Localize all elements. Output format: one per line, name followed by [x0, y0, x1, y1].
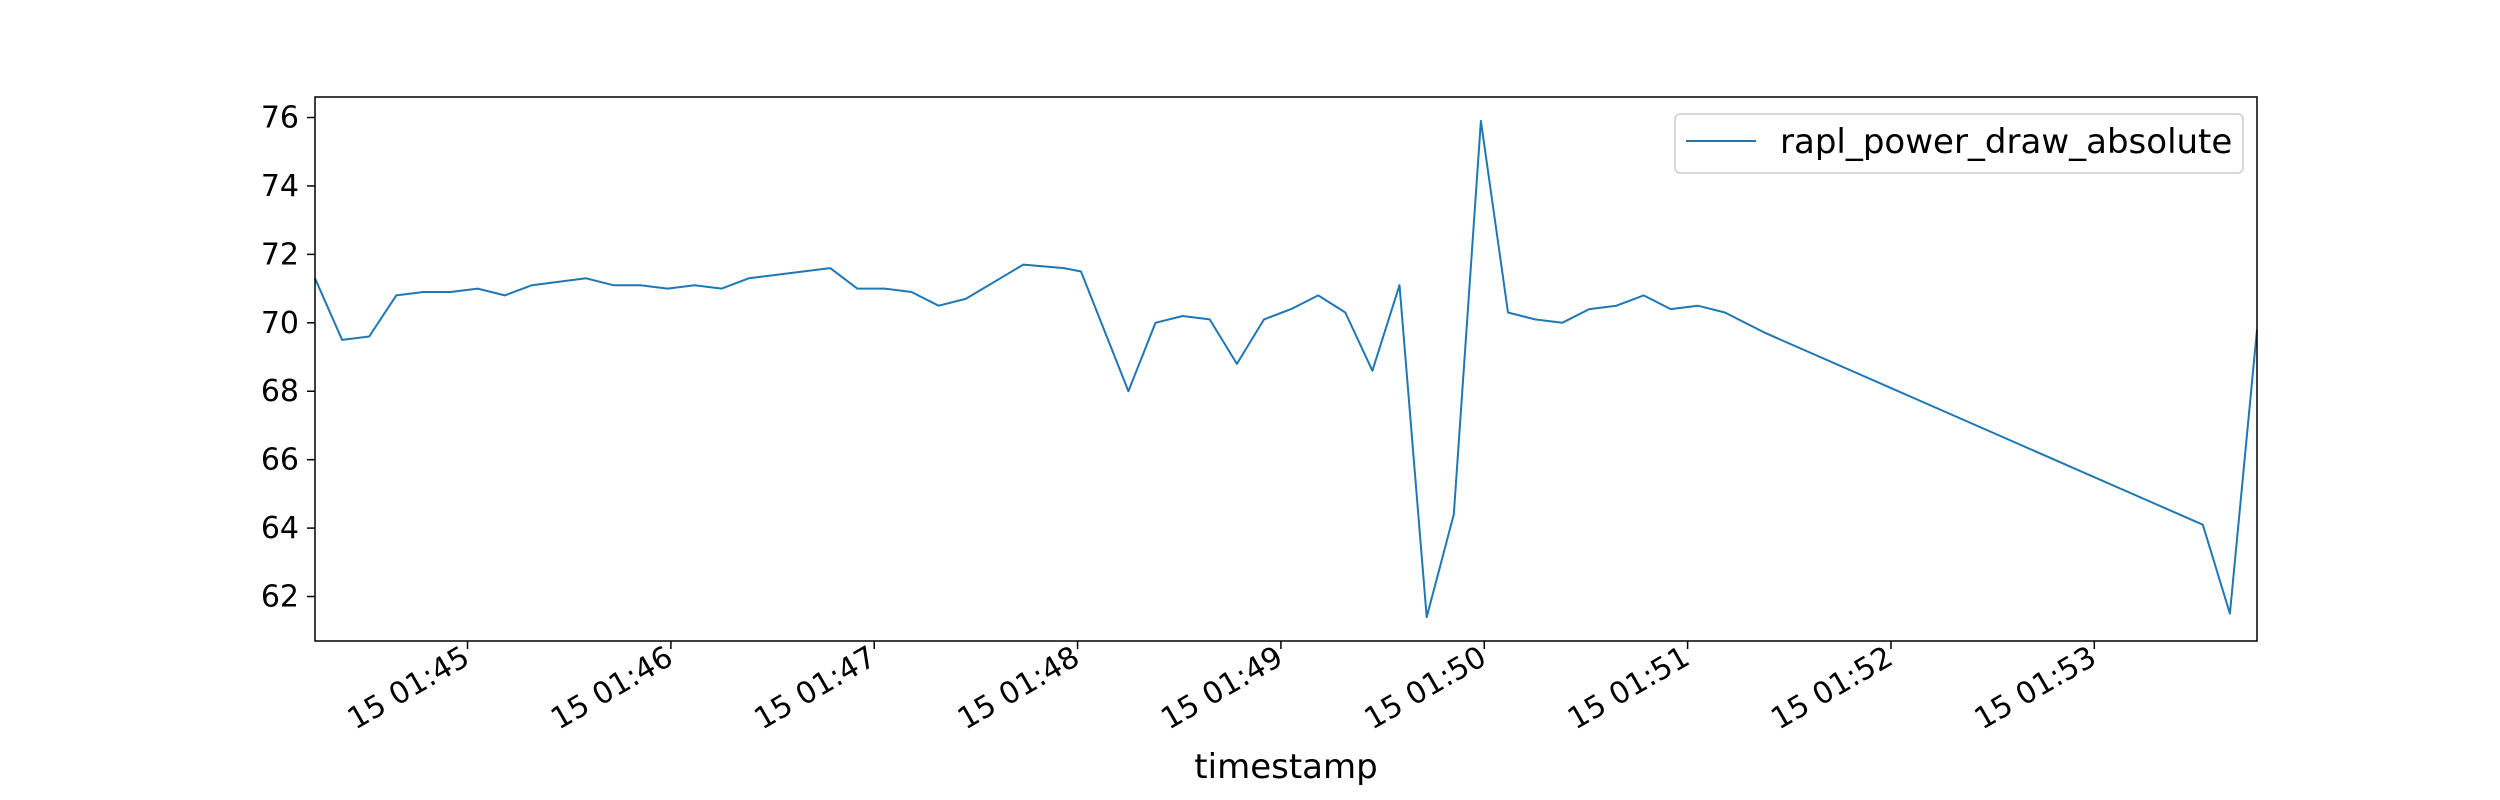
legend-box [1674, 113, 2244, 174]
x-tick-label: 15 01:45 [342, 640, 476, 737]
x-tick-label: 15 01:50 [1359, 640, 1493, 737]
plot-area [314, 119, 2258, 619]
y-tick-label: 76 [261, 101, 299, 136]
y-tick-label: 72 [261, 237, 299, 272]
series-line [314, 119, 2258, 619]
y-tick-label: 66 [261, 443, 299, 478]
y-tick-label: 68 [261, 374, 299, 409]
x-tick-label: 15 01:46 [545, 640, 679, 737]
x-axis-label: timestamp [1194, 747, 1377, 787]
y-tick-label: 64 [261, 511, 299, 546]
y-tick-label: 74 [261, 169, 299, 204]
x-tick-label: 15 01:49 [1155, 640, 1289, 737]
y-tick-label: 70 [261, 306, 299, 341]
x-axis: 15 01:45 15 01:46 15 01:47 15 01:48 15 01:49… [342, 640, 2103, 737]
y-axis: 62 64 66 68 70 72 74 76 [261, 101, 315, 615]
axes-frame [314, 96, 2258, 642]
legend: rapl_power_draw_absolute [1674, 113, 2244, 174]
x-tick-label: 15 01:53 [1969, 640, 2103, 737]
x-tick-label: 15 01:52 [1765, 640, 1899, 737]
x-tick-label: 15 01:47 [749, 640, 883, 737]
legend-entry: rapl_power_draw_absolute [1780, 122, 2232, 162]
y-tick-label: 62 [261, 580, 299, 615]
x-tick-label: 15 01:51 [1562, 640, 1696, 737]
x-tick-label: 15 01:48 [952, 640, 1086, 737]
